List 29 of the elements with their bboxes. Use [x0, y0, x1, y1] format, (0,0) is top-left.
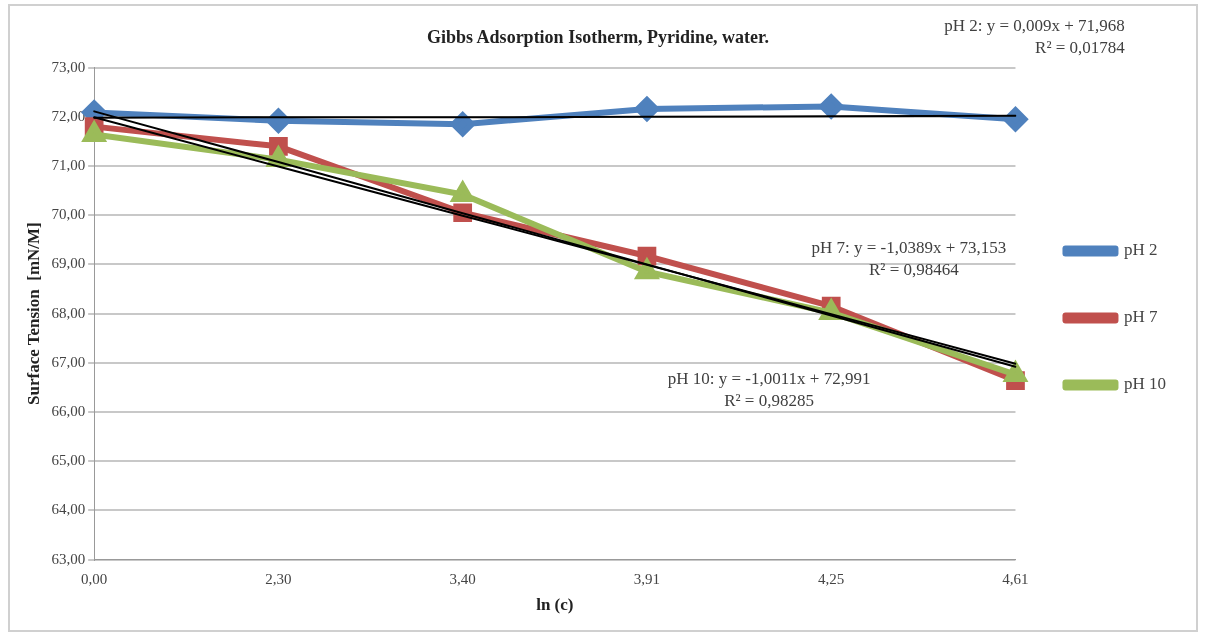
- x-tick-label: 3,91: [633, 570, 661, 587]
- y-tick-label: 63,00: [51, 550, 86, 567]
- annotation: R² = 0,98464: [869, 259, 960, 279]
- x-tick-label: 3,40: [449, 570, 476, 587]
- annotation: pH 10: y = -1,0011x + 72,991: [667, 369, 871, 389]
- y-tick-label: 68,00: [51, 304, 86, 321]
- y-tick-label: 65,00: [51, 452, 86, 469]
- legend-label: pH 2: [1123, 240, 1158, 260]
- text: R² = 0,01784: [1035, 38, 1126, 58]
- y-tick-label: 67,00: [51, 353, 86, 370]
- annotation: pH 7: y = -1,0389x + 73,153: [811, 237, 1007, 257]
- y-tick-label: 73,00: [51, 58, 86, 75]
- y-tick-label: 71,00: [51, 156, 86, 173]
- annotation: R² = 0,98285: [724, 390, 814, 410]
- x-tick-label: 0,00: [81, 570, 108, 587]
- x-tick-label: 4,25: [818, 570, 845, 587]
- legend-label: pH 10: [1123, 374, 1166, 394]
- y-tick-label: 69,00: [51, 255, 86, 272]
- chart-title: Gibbs Adsorption Isotherm, Pyridine, water.: [427, 27, 769, 48]
- y-axis-title: Surface Tension [mN/M]: [23, 222, 43, 405]
- x-tick-label: 2,30: [265, 570, 292, 587]
- y-tick-label: 70,00: [51, 206, 86, 223]
- y-tick-label: 66,00: [51, 402, 86, 419]
- x-tick-label: 4,61: [1002, 570, 1029, 587]
- text: pH 2: y = 0,009x + 71,968: [944, 16, 1125, 36]
- y-tick-label: 72,00: [51, 107, 86, 124]
- legend-label: pH 7: [1123, 307, 1158, 327]
- x-axis-title: ln (c): [536, 595, 574, 615]
- y-tick-label: 64,00: [51, 501, 86, 518]
